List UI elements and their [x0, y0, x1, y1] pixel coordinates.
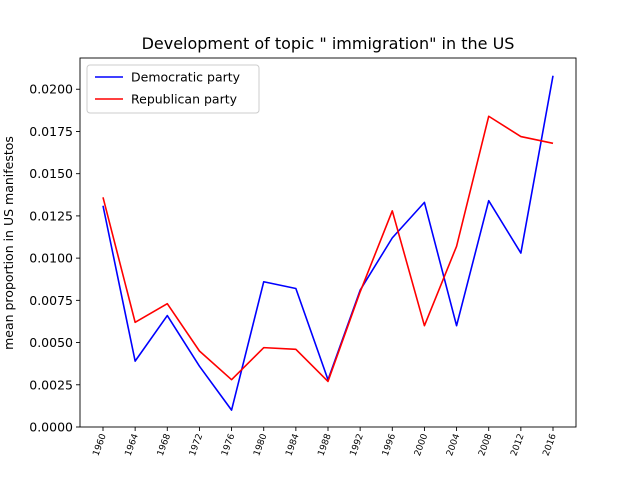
y-axis-label: mean proportion in US manifestos: [1, 136, 16, 350]
legend-label: Democratic party: [131, 70, 241, 85]
y-tick-label: 0.0150: [29, 166, 73, 181]
y-tick-label: 0.0075: [29, 293, 73, 308]
chart-title: Development of topic " immigration" in t…: [142, 34, 515, 53]
y-tick-label: 0.0200: [29, 82, 73, 97]
y-tick-label: 0.0025: [29, 377, 73, 392]
y-tick-label: 0.0050: [29, 335, 73, 350]
y-tick-label: 0.0125: [29, 208, 73, 223]
legend-label: Republican party: [131, 92, 238, 107]
y-tick-label: 0.0000: [29, 420, 73, 435]
y-tick-label: 0.0175: [29, 124, 73, 139]
y-tick-label: 0.0100: [29, 251, 73, 266]
